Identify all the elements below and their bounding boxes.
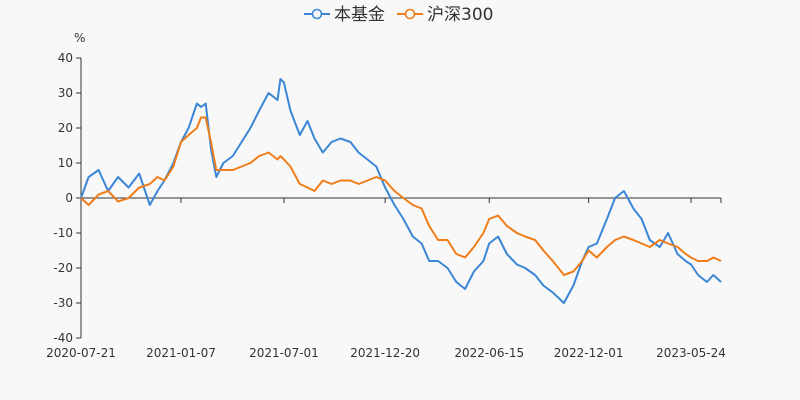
y-axis-unit-label: % bbox=[74, 31, 85, 45]
y-tick-label: 40 bbox=[58, 51, 73, 65]
legend-item-fund: 本基金 bbox=[304, 5, 385, 25]
legend-label: 本基金 bbox=[334, 5, 385, 25]
y-tick-label: 20 bbox=[58, 121, 73, 135]
x-tick-label: 2020-07-21 bbox=[46, 346, 116, 360]
y-tick-label: 30 bbox=[58, 86, 73, 100]
legend-marker-icon bbox=[311, 8, 323, 20]
x-tick-label: 2022-06-15 bbox=[454, 346, 524, 360]
series-lines bbox=[80, 78, 722, 304]
series-line-csi300 bbox=[80, 116, 722, 276]
legend-marker-icon bbox=[404, 8, 416, 20]
x-tick-label: 2021-12-20 bbox=[350, 346, 420, 360]
y-tick-label: -20 bbox=[53, 261, 73, 275]
x-tick-label: 2023-05-24 bbox=[656, 346, 726, 360]
y-tick-label: -40 bbox=[53, 331, 73, 345]
y-tick-label: -10 bbox=[53, 226, 73, 240]
y-tick-label: 10 bbox=[58, 156, 73, 170]
x-tick-label: 2021-07-01 bbox=[249, 346, 319, 360]
legend: 本基金 沪深300 bbox=[304, 5, 493, 25]
legend-item-csi300: 沪深300 bbox=[397, 5, 493, 25]
x-tick-label: 2021-01-07 bbox=[146, 346, 216, 360]
series-line-fund bbox=[80, 78, 722, 304]
y-tick-label: -30 bbox=[53, 296, 73, 310]
legend-label: 沪深300 bbox=[427, 5, 493, 25]
y-tick-label: 0 bbox=[65, 191, 73, 205]
x-tick-label: 2022-12-01 bbox=[554, 346, 624, 360]
